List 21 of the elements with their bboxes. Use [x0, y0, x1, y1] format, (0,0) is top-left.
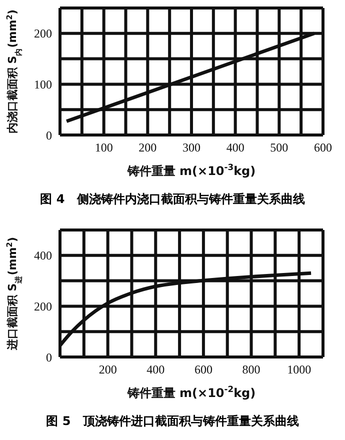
x-tick-label: 800	[242, 362, 260, 377]
x-tick-label: 300	[182, 140, 200, 155]
text: 图 4 侧浇铸件内浇口截面积与铸件重量关系曲线	[39, 191, 306, 208]
x-axis-title: 铸件重量 m(×10$^{-2}$kg)	[126, 384, 256, 400]
x-tick-label: 600	[194, 362, 212, 377]
y-tick-label: 200	[34, 299, 52, 314]
x-tick-label: 600	[314, 140, 332, 155]
text: 图 5 顶浇铸件进口截面积与铸件重量关系曲线	[45, 413, 300, 430]
x-tick-label: 500	[270, 140, 288, 155]
y-tick-label: 0	[46, 128, 52, 142]
x-tick-label: 100	[94, 140, 113, 155]
y-tick-label: 200	[34, 26, 52, 41]
x-tick-label: 200	[138, 140, 157, 155]
y-tick-label: 400	[34, 248, 52, 263]
x-tick-label: 200	[98, 362, 117, 377]
x-tick-label: 1000	[287, 362, 312, 377]
x-tick-label: 400	[226, 140, 244, 155]
y-tick-label: 100	[34, 77, 52, 92]
y-tick-label: 0	[46, 350, 52, 364]
x-axis-title: 铸件重量 m(×10$^{-3}$kg)	[126, 162, 256, 178]
x-tick-label: 400	[146, 362, 165, 377]
